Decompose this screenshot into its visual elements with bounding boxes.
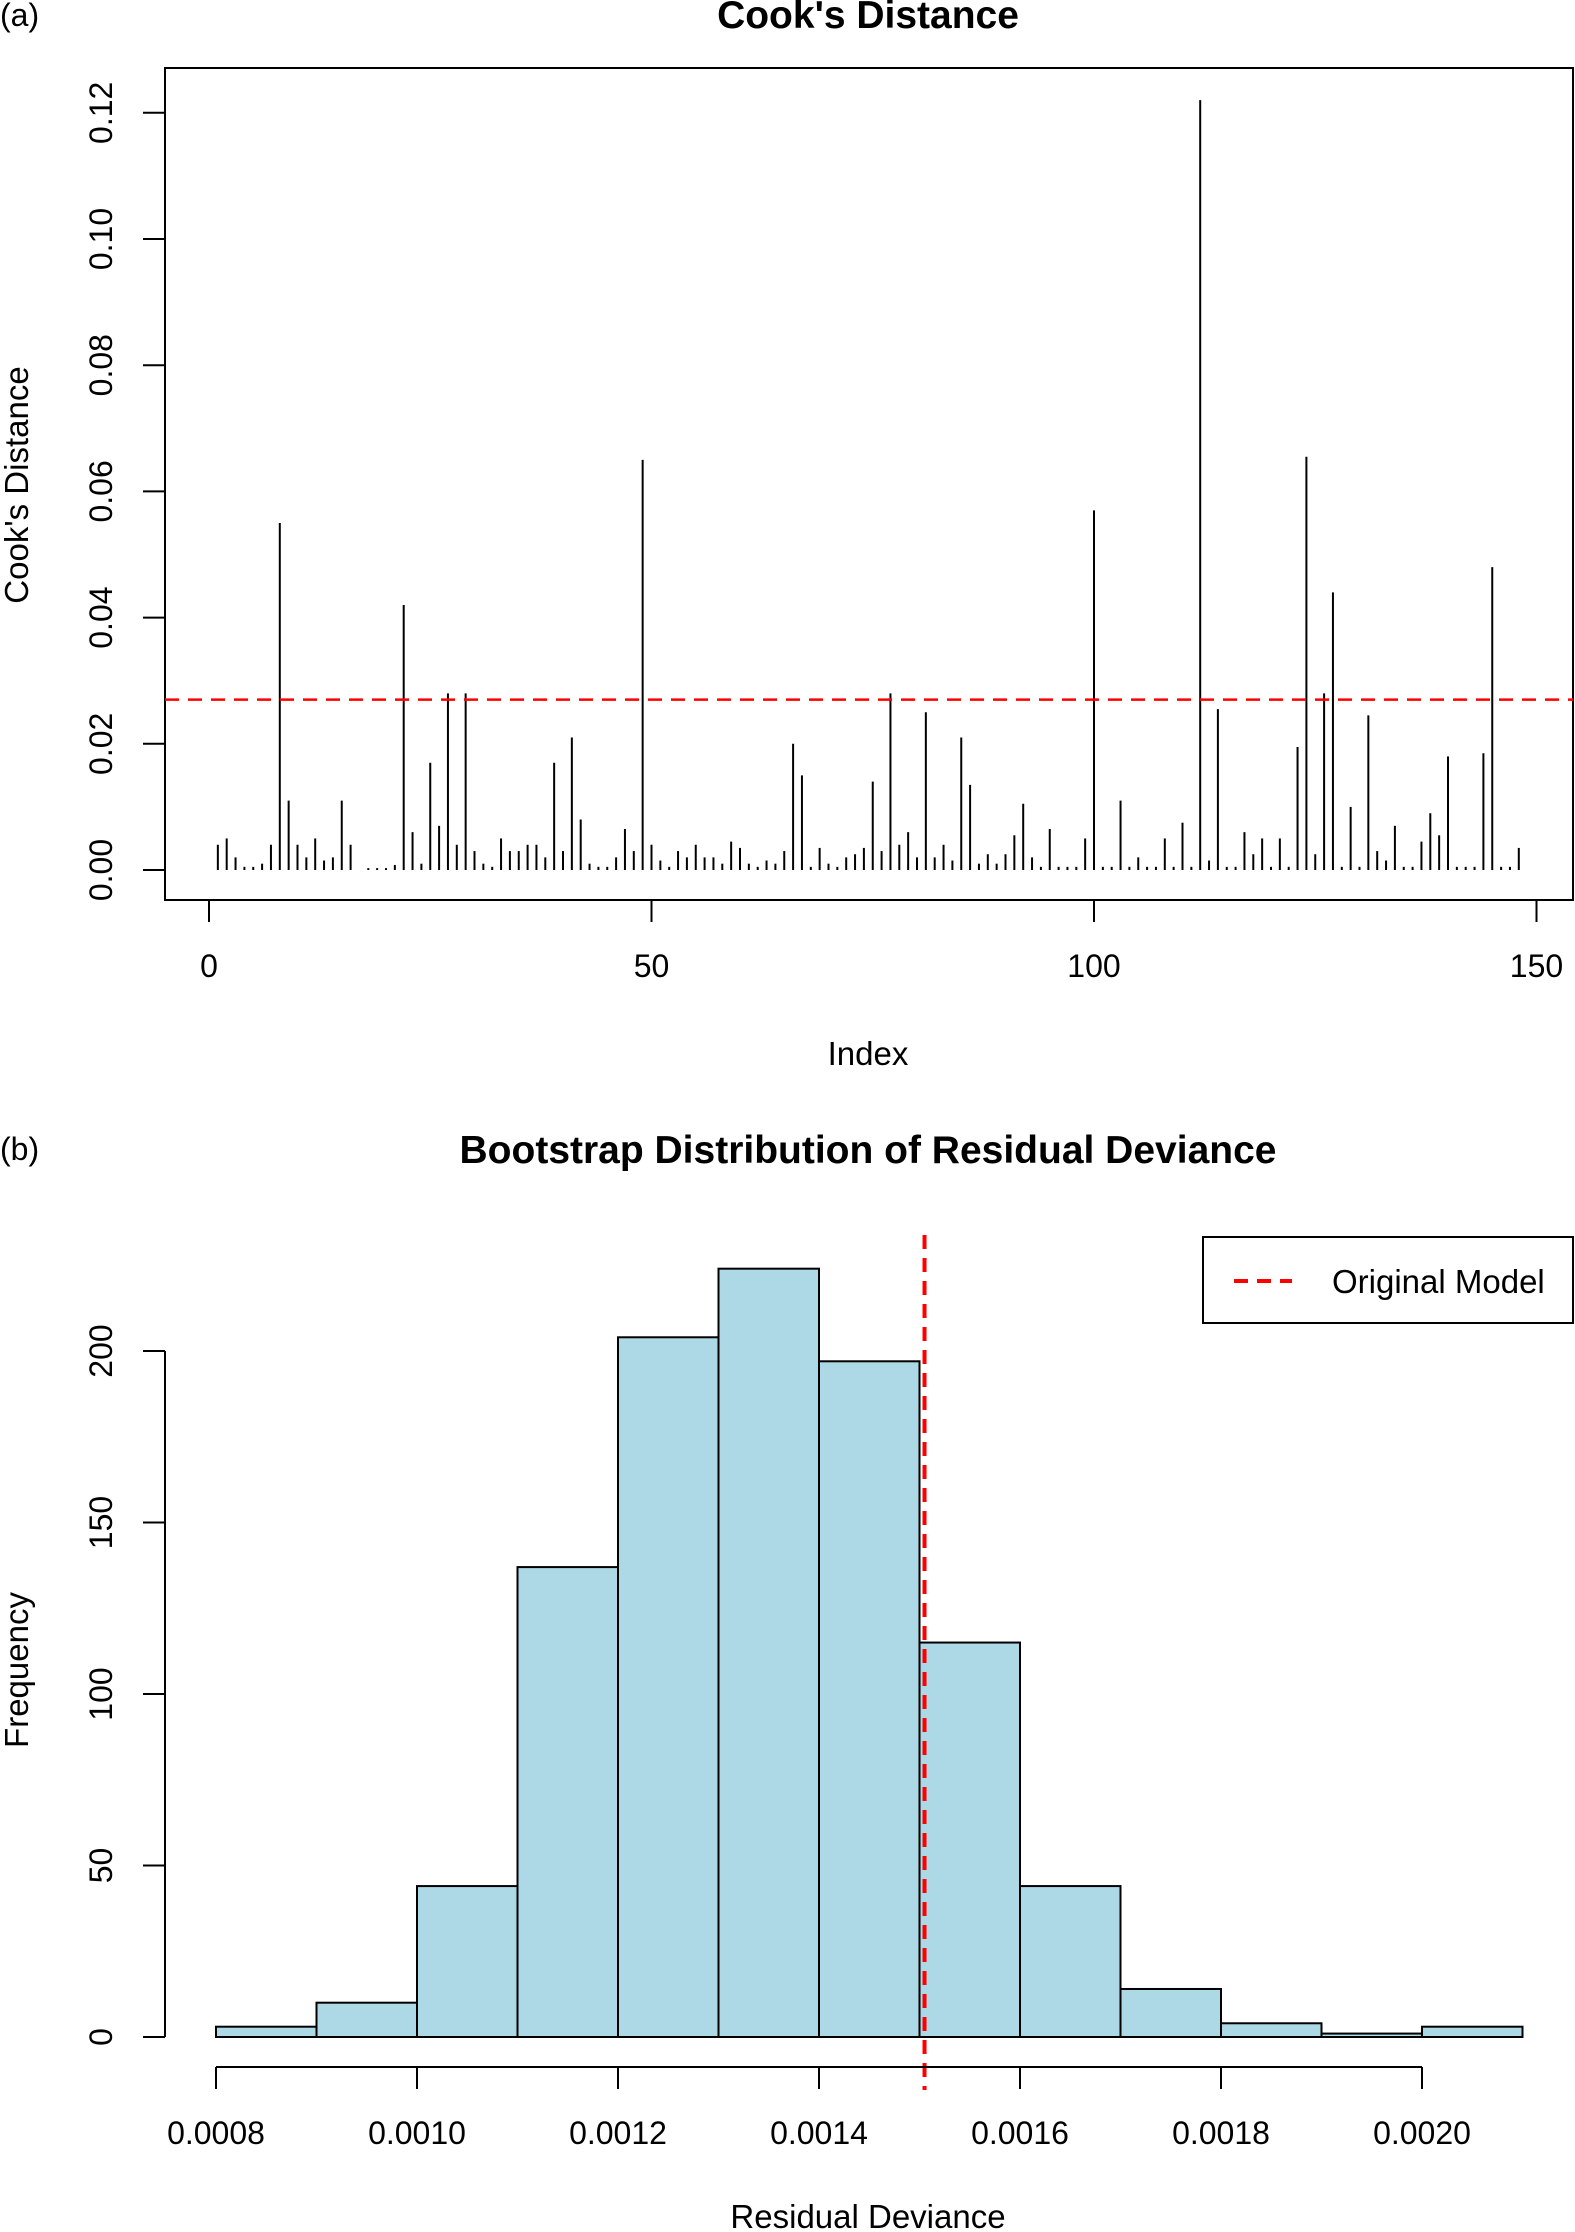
histogram-bar	[516, 1566, 619, 2038]
y-tick-label: 0	[83, 2028, 119, 2046]
x-tick-label: 150	[1510, 948, 1563, 984]
histogram-bar	[1019, 1885, 1122, 2038]
panel-a-bars	[216, 100, 1520, 870]
histogram-bar	[717, 1267, 820, 2039]
panel-a-title: Cook's Distance	[717, 0, 1019, 37]
panel-b-histogram-bars	[215, 1267, 1524, 2039]
histogram-bar	[1220, 2022, 1323, 2039]
histogram-bar	[617, 1336, 720, 2038]
x-tick-label: 0.0012	[569, 2115, 667, 2151]
panel-a-y-axis: 0.00 0.02 0.04 0.06 0.08 0.10 0.12	[83, 82, 166, 901]
panel-b-label: (b)	[0, 1131, 39, 1167]
panel-a-x-axis: 0 50 100 150	[200, 899, 1563, 984]
histogram-bar	[1119, 1987, 1222, 2038]
y-tick-label: 150	[83, 1496, 119, 1549]
histogram-bar	[1421, 2025, 1524, 2038]
legend-label: Original Model	[1332, 1263, 1545, 1300]
panel-a-label: (a)	[0, 0, 39, 33]
y-tick-label: 0.06	[83, 460, 119, 522]
x-tick-label: 50	[634, 948, 670, 984]
legend: Original Model	[1202, 1236, 1574, 1324]
y-tick-label: 0.10	[83, 208, 119, 270]
y-tick-label: 50	[83, 1848, 119, 1884]
y-tick-label: 100	[83, 1667, 119, 1720]
histogram-bar	[918, 1641, 1021, 2039]
panel-b: (b) Bootstrap Distribution of Residual D…	[0, 1129, 1574, 2232]
y-tick-label: 0.00	[83, 839, 119, 901]
panel-a-plot-frame	[164, 67, 1574, 901]
y-tick-label: 0.04	[83, 586, 119, 648]
panel-a-x-label: Index	[828, 1035, 909, 1072]
panel-b-x-axis: 0.0008 0.0010 0.0012 0.0014 0.0016 0.0018 0.00…	[167, 2066, 1471, 2151]
x-tick-label: 0.0010	[368, 2115, 466, 2151]
y-tick-label: 0.08	[83, 334, 119, 396]
panel-b-title: Bootstrap Distribution of Residual Devia…	[460, 1129, 1277, 1172]
panel-a-y-label: Cook's Distance	[0, 366, 35, 603]
x-tick-label: 100	[1067, 948, 1120, 984]
panel-b-x-label: Residual Deviance	[730, 2198, 1005, 2232]
x-tick-label: 0.0018	[1172, 2115, 1270, 2151]
x-tick-label: 0.0016	[971, 2115, 1069, 2151]
histogram-bar	[818, 1360, 921, 2039]
x-tick-label: 0	[200, 948, 218, 984]
y-tick-label: 0.02	[83, 713, 119, 775]
panel-b-y-axis: 0 50 100 150 200	[83, 1324, 166, 2046]
histogram-bar	[315, 2001, 418, 2038]
y-tick-label: 0.12	[83, 82, 119, 144]
x-tick-label: 0.0008	[167, 2115, 265, 2151]
panel-b-y-label: Frequency	[0, 1592, 35, 1748]
y-tick-label: 200	[83, 1324, 119, 1377]
x-tick-label: 0.0014	[770, 2115, 868, 2151]
histogram-bar	[215, 2025, 318, 2038]
histogram-bar	[1320, 2032, 1423, 2038]
panel-a: (a) Cook's Distance 0.00 0.02 0.04 0.06 0.08…	[0, 0, 1574, 1072]
x-tick-label: 0.0020	[1373, 2115, 1471, 2151]
histogram-bar	[416, 1885, 519, 2038]
